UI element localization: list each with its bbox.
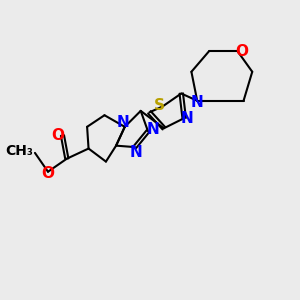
Text: N: N xyxy=(181,111,194,126)
Text: N: N xyxy=(117,115,130,130)
Text: N: N xyxy=(147,122,160,137)
Text: O: O xyxy=(51,128,64,143)
Text: N: N xyxy=(191,95,204,110)
Text: S: S xyxy=(154,98,164,112)
Text: O: O xyxy=(236,44,249,59)
Text: O: O xyxy=(41,166,55,181)
Text: N: N xyxy=(130,145,143,160)
Text: CH₃: CH₃ xyxy=(6,144,34,158)
